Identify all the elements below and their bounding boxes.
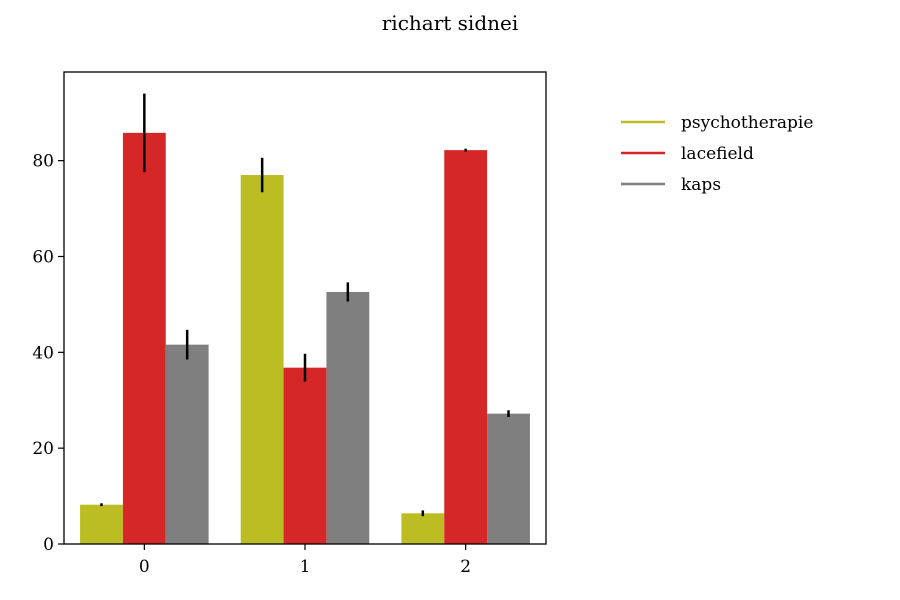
bar-kaps-1 [326, 291, 370, 544]
x-tick-label: 0 [139, 557, 150, 577]
bar-lacefield-2 [444, 150, 488, 545]
x-tick-label: 2 [460, 557, 471, 577]
y-tick-label: 40 [32, 343, 54, 363]
bar-psychotherapie-0 [80, 504, 123, 544]
y-tick-label: 20 [32, 439, 54, 459]
legend: psychotherapie lacefield kaps [621, 113, 813, 195]
bar-kaps-2 [487, 413, 530, 544]
bar-kaps-0 [165, 344, 209, 544]
chart-title: richart sidnei [382, 11, 519, 35]
bar-lacefield-0 [122, 132, 166, 544]
y-tick-label: 0 [43, 535, 54, 555]
legend-label-kaps: kaps [681, 175, 721, 195]
legend-label-psychotherapie: psychotherapie [681, 113, 813, 133]
x-tick-label: 1 [300, 557, 311, 577]
legend-label-lacefield: lacefield [681, 144, 754, 164]
plot-area: 0 20 40 60 80 0 1 2 [32, 71, 547, 577]
y-tick-label: 80 [32, 152, 54, 172]
bar-lacefield-1 [283, 367, 327, 544]
bar-psychotherapie-1 [240, 175, 284, 544]
y-tick-label: 60 [32, 247, 54, 267]
bar-psychotherapie-2 [401, 513, 445, 544]
